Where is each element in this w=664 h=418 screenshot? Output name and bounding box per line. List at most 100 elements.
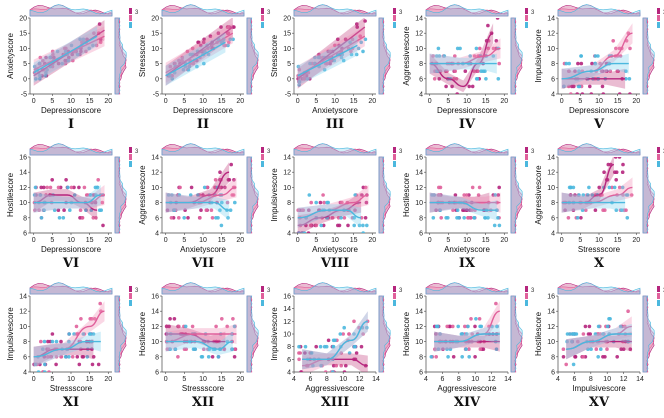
legend-label: 3 (399, 288, 403, 294)
x-tick-label: 20 (104, 376, 112, 383)
point-s1 (186, 216, 190, 220)
point-s1 (50, 178, 54, 182)
trend-line-3 (33, 35, 98, 74)
point-s3 (218, 208, 222, 212)
point-s3 (620, 185, 625, 190)
points-group (561, 309, 633, 367)
point-s3 (54, 339, 59, 344)
right-density-3 (378, 295, 391, 373)
x-axis-title: Depressionscore (41, 106, 102, 115)
point-s1 (363, 377, 367, 381)
point-s2 (226, 25, 230, 29)
point-s3 (359, 40, 363, 45)
point-s3 (352, 223, 356, 228)
chart-svg: 34 6 8 10 12 146810121416AggressivescoreHosti… (402, 282, 535, 410)
x-tick-label: 15 (350, 237, 358, 244)
point-s3 (562, 84, 566, 89)
y-tick-label: 8 (287, 344, 291, 351)
point-s3 (464, 332, 469, 336)
right-density-3 (642, 295, 655, 373)
points-group (296, 18, 368, 89)
panel-numeral: I (68, 117, 74, 132)
point-s1 (183, 208, 187, 212)
point-s3 (624, 193, 629, 197)
top-density-2 (161, 4, 245, 17)
point-s1 (434, 332, 438, 336)
point-s1 (486, 23, 490, 28)
point-s2 (576, 339, 580, 344)
y-tick-label: 14 (415, 16, 423, 23)
x-tick-label: 6 (440, 376, 444, 383)
point-s2 (297, 357, 301, 362)
point-s3 (42, 339, 47, 344)
point-s2 (227, 40, 231, 45)
point-s3 (67, 339, 71, 344)
point-s2 (213, 185, 217, 190)
point-s2 (169, 216, 174, 220)
point-s3 (624, 77, 628, 81)
point-s3 (456, 324, 460, 329)
point-s3 (342, 325, 346, 330)
point-s2 (78, 208, 83, 212)
point-s3 (474, 77, 479, 81)
point-s2 (478, 347, 483, 351)
point-s2 (359, 216, 364, 220)
x-tick-label: 20 (236, 376, 244, 383)
y-tick-label: -5 (285, 92, 291, 99)
point-s1 (196, 40, 201, 45)
point-s3 (32, 64, 37, 69)
legend-swatch-2 (525, 154, 528, 160)
point-s1 (59, 339, 63, 344)
point-s2 (180, 55, 185, 60)
point-s3 (464, 347, 468, 351)
top-density-3 (293, 282, 377, 295)
right-density-3 (378, 156, 391, 234)
x-tick-label: 10 (67, 376, 75, 383)
point-s2 (178, 185, 182, 190)
point-s1 (70, 52, 74, 57)
point-s1 (39, 185, 43, 190)
points-group (429, 185, 502, 228)
point-s3 (445, 347, 449, 351)
point-s1 (589, 92, 594, 94)
point-s3 (231, 37, 235, 42)
point-s3 (352, 332, 356, 336)
x-tick-label: 10 (471, 376, 479, 383)
right-density-1 (642, 156, 655, 234)
point-s3 (593, 332, 598, 336)
point-s1 (481, 347, 486, 351)
y-tick-label: 6 (419, 231, 423, 238)
points-group (561, 23, 633, 94)
point-s3 (432, 193, 436, 197)
right-density-3 (642, 156, 655, 234)
legend-swatch-1 (525, 147, 528, 153)
point-s2 (300, 208, 305, 212)
point-s3 (587, 185, 591, 190)
point-s3 (567, 61, 571, 66)
point-s3 (353, 193, 357, 197)
y-axis-title: Stressscore (138, 34, 147, 77)
point-s2 (349, 49, 353, 54)
y-tick-label: 4 (551, 92, 555, 99)
point-s3 (72, 332, 76, 336)
y-tick-label: 10 (283, 46, 291, 53)
point-s2 (33, 208, 37, 212)
x-tick-label: 10 (595, 237, 603, 244)
x-axis-title: Depressionscore (569, 106, 630, 115)
chart-svg: 3 0 5 10 15 20 4 6 8 10 12 14 Anxietyscore Aggressive… (138, 143, 271, 271)
point-s1 (444, 84, 448, 89)
y-tick-label: 6 (551, 370, 555, 377)
x-tick-label: 0 (296, 237, 300, 244)
trend-line-3 (429, 201, 497, 211)
point-s2 (439, 216, 443, 220)
point-s1 (91, 355, 96, 359)
point-s3 (325, 200, 329, 205)
y-tick-label: 8 (155, 354, 159, 361)
y-tick-label: 12 (415, 31, 423, 38)
point-s1 (208, 34, 213, 38)
point-s1 (588, 84, 592, 89)
point-s2 (94, 216, 98, 220)
point-s2 (561, 347, 566, 351)
point-s3 (233, 200, 237, 205)
